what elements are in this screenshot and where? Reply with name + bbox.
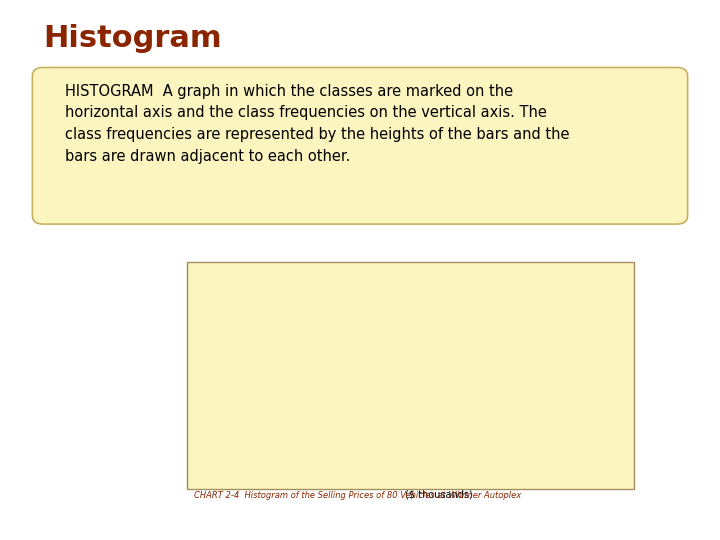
- Text: HISTOGRAM  A graph in which the classes are marked on the
horizontal axis and th: HISTOGRAM A graph in which the classes a…: [65, 84, 570, 164]
- Y-axis label: Number of Vehicles: Number of Vehicles: [229, 321, 238, 416]
- Bar: [285, 424, 329, 456]
- Text: 8: 8: [480, 411, 487, 422]
- Text: 2: 2: [568, 436, 575, 446]
- Text: 18: 18: [433, 371, 446, 381]
- Bar: [462, 424, 505, 456]
- Text: 8: 8: [304, 411, 310, 422]
- Text: 17: 17: [389, 375, 401, 385]
- Text: Histogram: Histogram: [43, 24, 222, 53]
- Bar: [505, 440, 549, 456]
- X-axis label: Selling Price
($ thousands): Selling Price ($ thousands): [405, 478, 473, 500]
- Text: CHART 2-4  Histogram of the Selling Prices of 80 Vehicles at Whitner Autoplex: CHART 2-4 Histogram of the Selling Price…: [194, 491, 522, 501]
- Bar: [373, 387, 417, 456]
- Text: 4: 4: [524, 428, 531, 438]
- Bar: [417, 383, 462, 456]
- Bar: [329, 362, 373, 456]
- Text: 23: 23: [345, 350, 357, 360]
- Bar: [549, 448, 593, 456]
